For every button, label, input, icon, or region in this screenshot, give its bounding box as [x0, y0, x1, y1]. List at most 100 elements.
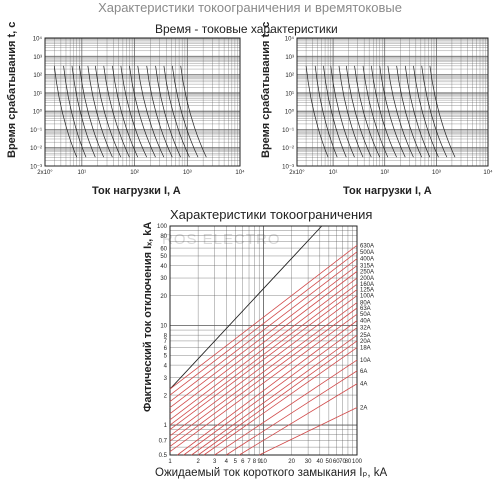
y-tick-label: 3	[164, 376, 168, 382]
y-tick-label: 0.7	[159, 439, 168, 445]
series-curve	[163, 65, 190, 158]
series-curve	[404, 65, 431, 158]
limitation-title: Характеристики токоограничения	[170, 207, 373, 222]
limitation-xlabel: Ожидаемый ток короткого замыкания Iₚ, kA	[155, 467, 388, 479]
series-line	[169, 313, 358, 452]
x-tick-label: 2x10°	[37, 170, 53, 176]
x-tick-label: 20	[288, 459, 295, 465]
x-tick-label: 1	[168, 459, 172, 465]
series-curve	[63, 65, 87, 158]
y-tick-label: 10⁻¹	[282, 128, 294, 134]
x-tick-label: 60	[333, 459, 340, 465]
x-tick-label: 5	[234, 459, 238, 465]
series-label: 500A	[360, 250, 374, 256]
y-tick-label: 10²	[285, 73, 294, 79]
x-tick-label: 10⁴	[235, 169, 245, 176]
y-tick-label: 6	[164, 346, 168, 352]
plot-frame	[296, 37, 489, 167]
x-tick-label: 10	[260, 459, 267, 465]
y-tick-label: 10¹	[285, 91, 294, 97]
series-curve	[71, 65, 96, 158]
series-curve	[305, 65, 329, 158]
series-curve	[137, 65, 165, 158]
x-tick-label: 100	[352, 459, 363, 465]
series-line	[169, 271, 358, 415]
series-line	[169, 283, 358, 426]
y-tick-label: 10³	[285, 55, 294, 61]
y-tick-label: 1	[164, 423, 168, 429]
x-tick-label: 30	[305, 459, 312, 465]
y-tick-label: 60	[160, 246, 167, 252]
series-line	[203, 347, 358, 456]
series-curve	[421, 65, 448, 158]
series-curve	[345, 65, 372, 158]
series-label: 10A	[360, 358, 371, 364]
series-curve	[413, 65, 439, 158]
y-tick-label: 10⁻²	[282, 146, 294, 152]
series-label: 315A	[360, 264, 374, 270]
series-line	[169, 244, 358, 390]
series-label: 80A	[360, 301, 371, 307]
y-tick-label: 10⁻¹	[30, 128, 42, 134]
y-tick-label: 7	[164, 339, 168, 345]
x-tick-label: 10⁴	[483, 169, 493, 176]
series-curve	[155, 65, 182, 158]
series-label: 125A	[360, 288, 374, 294]
series-line	[169, 251, 358, 396]
page-heading: Характеристики токоограничения и времято…	[98, 0, 402, 15]
y-tick-label: 10²	[33, 73, 42, 79]
x-tick-label: 7	[247, 459, 251, 465]
watermark-text: ROS ELECTRO	[162, 231, 281, 248]
right-chart-xlabel: Ток нагрузки I, A	[343, 185, 432, 197]
series-curve	[330, 65, 355, 158]
time-current-title: Время - токовые характеристики	[155, 22, 338, 36]
series-curve	[370, 65, 397, 158]
peak-current-line	[169, 225, 323, 390]
series-curve	[120, 65, 148, 158]
y-tick-label: 10⁴	[33, 36, 43, 43]
y-tick-label: 10⁻³	[30, 165, 42, 171]
y-tick-label: 0.5	[159, 453, 168, 459]
series-label: 4A	[360, 382, 367, 388]
y-tick-label: 10	[160, 324, 167, 330]
series-line	[169, 265, 358, 408]
x-tick-label: 10³	[183, 170, 192, 176]
series-curve	[387, 65, 414, 158]
series-curve	[429, 65, 456, 158]
series-label: 32A	[360, 326, 371, 332]
x-tick-label: 3	[213, 459, 217, 465]
series-label: 25A	[360, 333, 371, 339]
plot-frame	[169, 225, 358, 456]
series-label: 63A	[360, 306, 371, 312]
series-line	[214, 359, 358, 456]
x-tick-label: 70	[339, 459, 346, 465]
series-line	[169, 302, 358, 442]
y-tick-label: 10⁻³	[282, 165, 294, 171]
y-tick-label: 80	[160, 234, 167, 240]
series-curve	[171, 65, 199, 158]
y-tick-label: 10³	[33, 55, 42, 61]
y-tick-label: 10⁻²	[30, 146, 42, 152]
plot-frame	[44, 37, 241, 167]
series-curve	[103, 65, 130, 158]
x-tick-label: 4	[225, 459, 229, 465]
series-label: 6A	[360, 369, 367, 375]
series-label: 630A	[360, 243, 374, 249]
series-line	[183, 327, 358, 456]
series-label: 18A	[360, 346, 371, 352]
series-line	[169, 289, 358, 430]
series-curve	[180, 65, 207, 158]
series-curve	[79, 65, 105, 158]
x-tick-label: 10¹	[78, 170, 87, 176]
series-line	[169, 307, 358, 447]
series-curve	[112, 65, 139, 158]
series-curve	[146, 65, 173, 158]
y-tick-label: 50	[160, 254, 167, 260]
y-tick-label: 40	[160, 264, 167, 270]
x-tick-label: 9	[258, 459, 262, 465]
series-label: 20A	[360, 339, 371, 345]
series-curve	[87, 65, 113, 158]
x-tick-label: 10³	[432, 170, 441, 176]
y-tick-label: 10⁴	[285, 36, 295, 43]
